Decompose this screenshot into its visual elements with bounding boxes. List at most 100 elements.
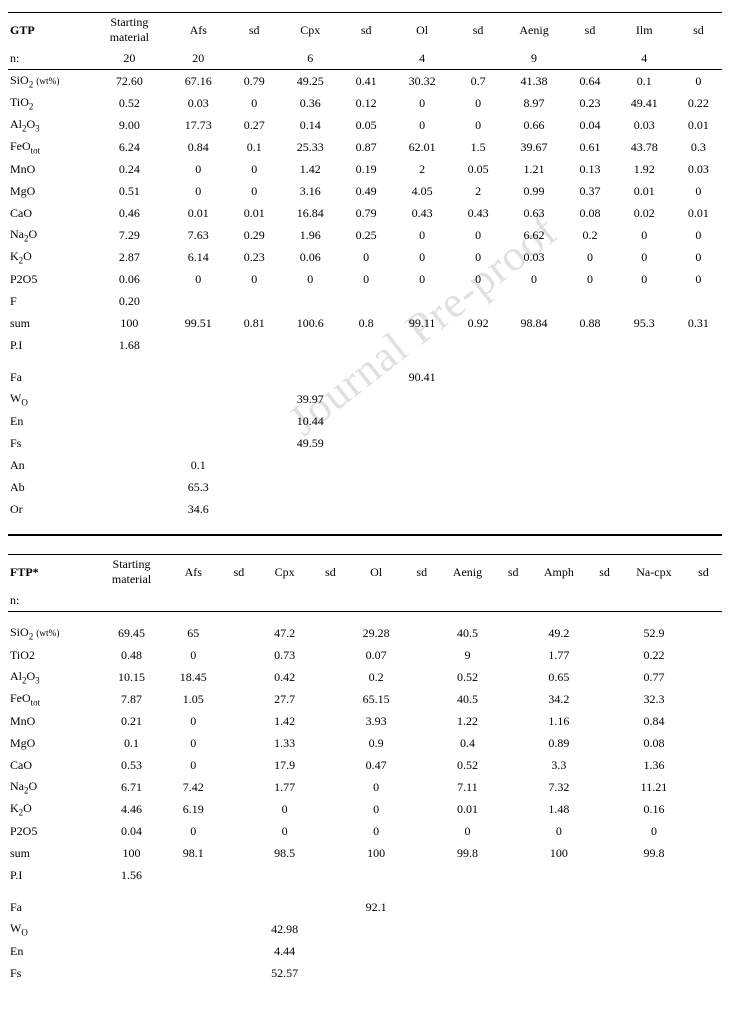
- data-cell: [495, 820, 532, 842]
- row-label: P2O5: [8, 820, 97, 842]
- data-cell: [312, 688, 349, 710]
- data-cell: [532, 962, 586, 984]
- data-cell: [685, 622, 722, 644]
- data-cell: [495, 962, 532, 984]
- data-cell: 4.44: [258, 940, 312, 962]
- data-cell: [220, 688, 257, 710]
- data-cell: 0: [349, 798, 403, 820]
- n-value: [685, 589, 722, 612]
- data-cell: 0: [566, 246, 613, 268]
- data-cell: [166, 940, 220, 962]
- data-cell: [614, 366, 675, 388]
- data-cell: 0: [166, 158, 231, 180]
- data-cell: 0.04: [97, 820, 166, 842]
- data-cell: [97, 940, 166, 962]
- data-cell: [220, 644, 257, 666]
- data-cell: 7.11: [440, 776, 494, 798]
- data-cell: [502, 366, 567, 388]
- row-label: CaO: [8, 754, 97, 776]
- data-cell: [166, 334, 231, 356]
- data-cell: 1.21: [502, 158, 567, 180]
- data-cell: [532, 940, 586, 962]
- n-value: 4: [390, 47, 455, 70]
- data-cell: [586, 644, 623, 666]
- row-label: K2O: [8, 246, 93, 268]
- data-cell: [258, 864, 312, 886]
- data-cell: [349, 864, 403, 886]
- data-cell: [623, 962, 685, 984]
- column-header: sd: [685, 555, 722, 590]
- n-value: [312, 589, 349, 612]
- data-cell: [685, 918, 722, 940]
- data-cell: 52.9: [623, 622, 685, 644]
- data-cell: 1.22: [440, 710, 494, 732]
- gtp-table: GTPStartingmaterialAfssdCpxsdOlsdAenigsd…: [8, 12, 722, 520]
- row-label: Na2O: [8, 224, 93, 246]
- data-cell: [455, 366, 502, 388]
- data-cell: 0.65: [532, 666, 586, 688]
- data-cell: 0.2: [349, 666, 403, 688]
- data-cell: [502, 476, 567, 498]
- column-header: sd: [675, 13, 722, 48]
- column-header: sd: [455, 13, 502, 48]
- column-header: Cpx: [258, 555, 312, 590]
- data-cell: 49.25: [278, 70, 343, 93]
- data-cell: [614, 476, 675, 498]
- data-cell: [586, 962, 623, 984]
- row-label: WO: [8, 388, 93, 410]
- data-cell: 41.38: [502, 70, 567, 93]
- data-cell: [220, 666, 257, 688]
- n-value: 9: [502, 47, 567, 70]
- data-cell: 0.23: [231, 246, 278, 268]
- data-cell: [675, 366, 722, 388]
- data-cell: [440, 896, 494, 918]
- data-cell: [166, 962, 220, 984]
- data-cell: [220, 940, 257, 962]
- data-cell: 0.49: [343, 180, 390, 202]
- data-cell: [278, 498, 343, 520]
- data-cell: 0: [343, 268, 390, 290]
- data-cell: 1.56: [97, 864, 166, 886]
- data-cell: [390, 454, 455, 476]
- data-cell: 1.77: [532, 644, 586, 666]
- data-cell: 0.23: [566, 92, 613, 114]
- data-cell: 98.5: [258, 842, 312, 864]
- row-label: F: [8, 290, 93, 312]
- data-cell: 0.01: [231, 202, 278, 224]
- data-cell: 0.05: [343, 114, 390, 136]
- data-cell: [623, 864, 685, 886]
- data-cell: [403, 940, 440, 962]
- data-cell: 0.04: [566, 114, 613, 136]
- data-cell: [455, 476, 502, 498]
- data-cell: [455, 410, 502, 432]
- data-cell: 0.87: [343, 136, 390, 158]
- data-cell: [312, 864, 349, 886]
- data-cell: [495, 732, 532, 754]
- data-cell: [312, 962, 349, 984]
- data-cell: [312, 732, 349, 754]
- data-cell: [343, 432, 390, 454]
- data-cell: 0: [278, 268, 343, 290]
- data-cell: 0: [258, 798, 312, 820]
- data-cell: [343, 454, 390, 476]
- data-cell: [231, 476, 278, 498]
- data-cell: [343, 410, 390, 432]
- data-cell: 29.28: [349, 622, 403, 644]
- data-cell: 0.1: [97, 732, 166, 754]
- data-cell: [166, 896, 220, 918]
- data-cell: [343, 388, 390, 410]
- data-cell: [685, 776, 722, 798]
- data-cell: [349, 918, 403, 940]
- data-cell: [586, 842, 623, 864]
- data-cell: 0.05: [455, 158, 502, 180]
- data-cell: 0.84: [623, 710, 685, 732]
- data-cell: 65: [166, 622, 220, 644]
- data-cell: 0.7: [455, 70, 502, 93]
- data-cell: 0.12: [343, 92, 390, 114]
- data-cell: 0.52: [93, 92, 166, 114]
- data-cell: [566, 476, 613, 498]
- data-cell: [685, 864, 722, 886]
- data-cell: [312, 666, 349, 688]
- data-cell: [93, 498, 166, 520]
- data-cell: 39.67: [502, 136, 567, 158]
